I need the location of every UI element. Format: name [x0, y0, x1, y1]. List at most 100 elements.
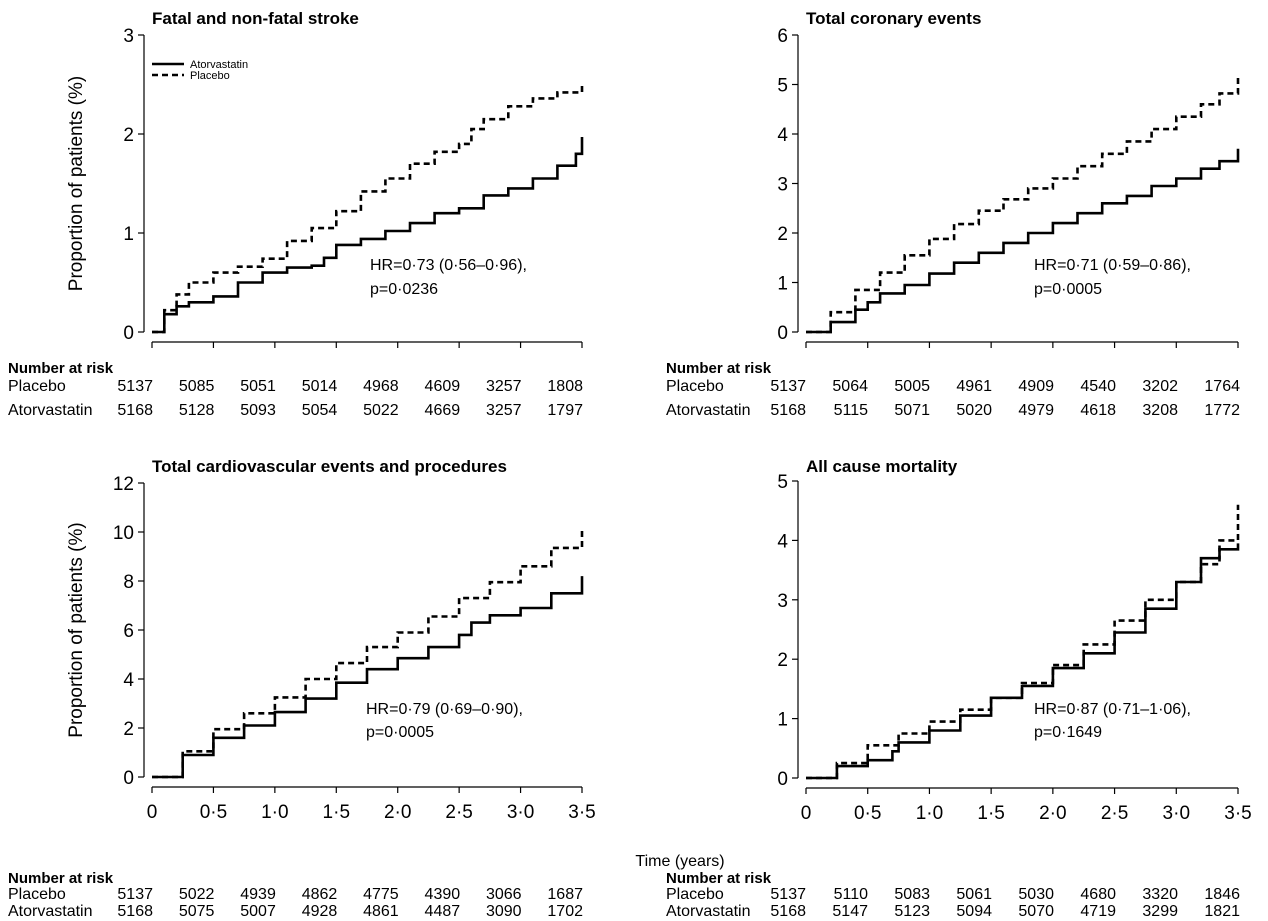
risk-number: 4618 — [1080, 402, 1116, 419]
chart-panel-1: Fatal and non-fatal stroke 0 1 2 3 Proportion… — [8, 9, 584, 419]
p-value-text: p=0·1649 — [1034, 724, 1102, 741]
risk-number: 5123 — [894, 903, 930, 920]
risk-number: 5030 — [1018, 886, 1054, 903]
series-line-placebo — [806, 504, 1240, 780]
series-line-atorvastatin — [806, 543, 1240, 780]
y-tick-label: 3 — [123, 26, 134, 47]
risk-number: 3066 — [486, 886, 522, 903]
legend-label-atorvastatin: Atorvastatin — [190, 59, 248, 71]
panel-title: Fatal and non-fatal stroke — [152, 9, 359, 28]
y-axis-label: Proportion of patients (%) — [66, 76, 87, 291]
series-line-atorvastatin — [806, 148, 1240, 334]
risk-number: 1821 — [1204, 903, 1240, 920]
risk-number: 4961 — [956, 378, 992, 395]
risk-number: 5137 — [117, 886, 153, 903]
hazard-ratio-text: HR=0·87 (0·71–1·06), — [1034, 701, 1191, 718]
risk-number: 5020 — [956, 402, 992, 419]
risk-number: 5061 — [956, 886, 992, 903]
risk-number: 5168 — [117, 402, 153, 419]
risk-number: 4909 — [1018, 378, 1054, 395]
risk-number: 4775 — [363, 886, 399, 903]
hazard-ratio-text: HR=0·79 (0·69–0·90), — [366, 701, 523, 718]
risk-number: 5071 — [894, 402, 930, 419]
risk-number: 5093 — [240, 402, 276, 419]
p-value-text: p=0·0005 — [1034, 281, 1102, 298]
y-axis-label: Proportion of patients (%) — [66, 522, 87, 737]
y-tick-label: 5 — [777, 76, 788, 97]
x-tick-label: 3·5 — [568, 802, 595, 823]
y-tick-label: 4 — [123, 670, 134, 691]
y-tick-label: 0 — [777, 323, 788, 344]
x-tick-label: 1·5 — [323, 802, 350, 823]
risk-number: 1846 — [1204, 886, 1240, 903]
y-tick-label: 4 — [777, 125, 788, 146]
y-tick-label: 3 — [777, 591, 788, 612]
y-tick-label: 8 — [123, 572, 134, 593]
risk-number: 5051 — [240, 378, 276, 395]
y-tick-label: 0 — [123, 768, 134, 789]
risk-number: 5147 — [832, 903, 868, 920]
risk-number: 4669 — [425, 402, 461, 419]
y-tick-label: 4 — [777, 531, 788, 552]
x-tick-label: 2·5 — [445, 802, 472, 823]
risk-number: 5064 — [832, 378, 868, 395]
legend-label-placebo: Placebo — [190, 70, 230, 82]
risk-number: 5115 — [834, 402, 869, 419]
risk-number: 3208 — [1142, 402, 1178, 419]
x-tick-label: 0·5 — [854, 803, 881, 824]
risk-number: 4487 — [425, 903, 461, 920]
series-line-placebo — [152, 530, 584, 779]
risk-row-label: Atorvastatin — [666, 402, 750, 419]
risk-number: 4968 — [363, 378, 399, 395]
risk-number: 5168 — [770, 402, 806, 419]
chart-panel-2: Total coronary events 0 1 2 3 4 5 6 HR=0·71 (0·5… — [666, 9, 1240, 419]
x-tick-label: 1·0 — [261, 802, 288, 823]
risk-number: 4861 — [363, 903, 399, 920]
risk-number: 3299 — [1142, 903, 1178, 920]
risk-number: 5005 — [894, 378, 930, 395]
panel-title: All cause mortality — [806, 457, 958, 476]
panel-title: Total cardiovascular events and procedur… — [152, 457, 507, 476]
risk-number: 1797 — [547, 402, 583, 419]
x-tick-label: 0 — [801, 803, 812, 824]
x-tick-label: 3·0 — [507, 802, 534, 823]
p-value-text: p=0·0236 — [370, 281, 438, 298]
risk-row-label: Atorvastatin — [666, 903, 750, 920]
y-tick-label: 1 — [123, 224, 134, 245]
risk-number: 5014 — [302, 378, 338, 395]
y-tick-label: 2 — [777, 650, 788, 671]
series-line-atorvastatin — [152, 137, 584, 334]
risk-number: 5137 — [117, 378, 153, 395]
risk-number: 5128 — [179, 402, 215, 419]
risk-number: 5110 — [834, 886, 869, 903]
x-axis-label: Time (years) — [635, 853, 724, 870]
panels: Fatal and non-fatal stroke 0 1 2 3 Proportion… — [8, 9, 1252, 920]
risk-number: 5168 — [770, 903, 806, 920]
y-tick-label: 3 — [777, 175, 788, 196]
hazard-ratio-text: HR=0·73 (0·56–0·96), — [370, 257, 527, 274]
panel-title: Total coronary events — [806, 9, 981, 28]
series-line-placebo — [152, 84, 584, 334]
risk-number: 5022 — [179, 886, 215, 903]
risk-number: 5075 — [179, 903, 215, 920]
risk-number: 3257 — [486, 378, 522, 395]
y-tick-label: 0 — [123, 323, 134, 344]
risk-number: 4939 — [240, 886, 276, 903]
risk-number: 4862 — [302, 886, 338, 903]
hazard-ratio-text: HR=0·71 (0·59–0·86), — [1034, 257, 1191, 274]
risk-number: 4390 — [425, 886, 461, 903]
risk-table-title: Number at risk — [8, 360, 114, 377]
risk-row-label: Placebo — [666, 378, 724, 395]
risk-number: 5094 — [956, 903, 992, 920]
x-tick-label: 3·0 — [1163, 803, 1190, 824]
risk-row-label: Atorvastatin — [8, 402, 92, 419]
risk-number: 3257 — [486, 402, 522, 419]
risk-number: 3202 — [1142, 378, 1178, 395]
chart-panel-4: All cause mortality 0 1 2 3 4 5 0 0·5 1·0 1·5 2·0 2·… — [666, 457, 1252, 920]
x-tick-label: 0 — [147, 802, 158, 823]
risk-number: 5137 — [770, 886, 806, 903]
x-tick-label: 3·5 — [1224, 803, 1251, 824]
risk-table-title: Number at risk — [666, 360, 772, 377]
p-value-text: p=0·0005 — [366, 724, 434, 741]
